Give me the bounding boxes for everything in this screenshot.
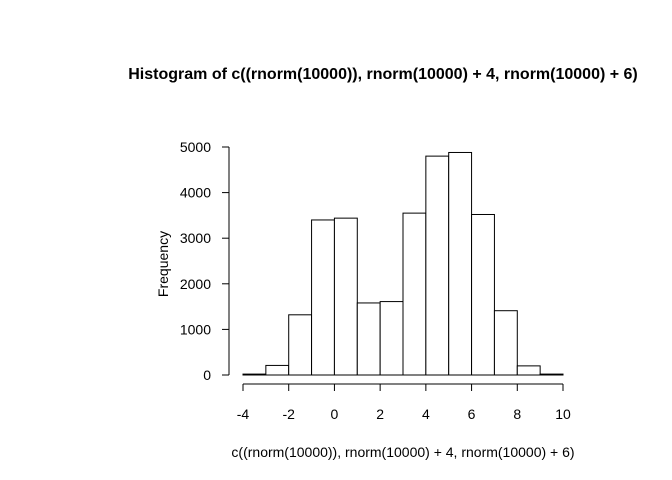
histogram-bar <box>265 364 290 376</box>
histogram-bar <box>311 219 335 376</box>
y-tick-label: 0 <box>203 367 211 383</box>
histogram-bar <box>539 373 564 376</box>
histogram-bar <box>402 212 427 376</box>
x-tick-label: 0 <box>331 406 339 422</box>
x-axis: -4 -2 0 2 4 6 8 10 <box>237 383 571 422</box>
y-ticks: 0 1000 2000 3000 4000 5000 <box>180 139 229 383</box>
histogram-bar <box>516 365 541 376</box>
y-axis: 0 1000 2000 3000 4000 5000 <box>180 139 230 383</box>
bars-group <box>242 151 564 376</box>
chart-title: Histogram of c((rnorm(10000)), rnorm(100… <box>128 66 638 83</box>
histogram-bar <box>379 301 404 376</box>
x-tick-label: 4 <box>422 406 430 422</box>
histogram-bar <box>448 151 473 376</box>
histogram-bar <box>425 155 450 376</box>
x-tick-label: 6 <box>468 406 476 422</box>
x-tick-label: 8 <box>513 406 521 422</box>
x-tick-label: -2 <box>282 406 295 422</box>
x-tick-label: -4 <box>237 406 250 422</box>
histogram-bar <box>333 217 358 376</box>
histogram-bar <box>493 310 518 376</box>
y-tick-label: 4000 <box>180 185 211 201</box>
x-tick-label: 2 <box>376 406 384 422</box>
histogram-bar <box>471 213 495 376</box>
y-tick-label: 5000 <box>180 139 211 155</box>
y-axis-label: Frequency <box>155 231 171 297</box>
x-axis-label: c((rnorm(10000)), rnorm(10000) + 4, rnor… <box>231 444 574 460</box>
y-tick-label: 1000 <box>180 321 211 337</box>
y-tick-label: 2000 <box>180 276 211 292</box>
x-ticks: -4 -2 0 2 4 6 8 10 <box>237 384 571 422</box>
histogram-bar <box>356 302 381 376</box>
histogram-bar <box>288 314 313 376</box>
x-tick-label: 10 <box>555 406 571 422</box>
histogram-bar <box>242 373 267 376</box>
y-tick-label: 3000 <box>180 230 211 246</box>
